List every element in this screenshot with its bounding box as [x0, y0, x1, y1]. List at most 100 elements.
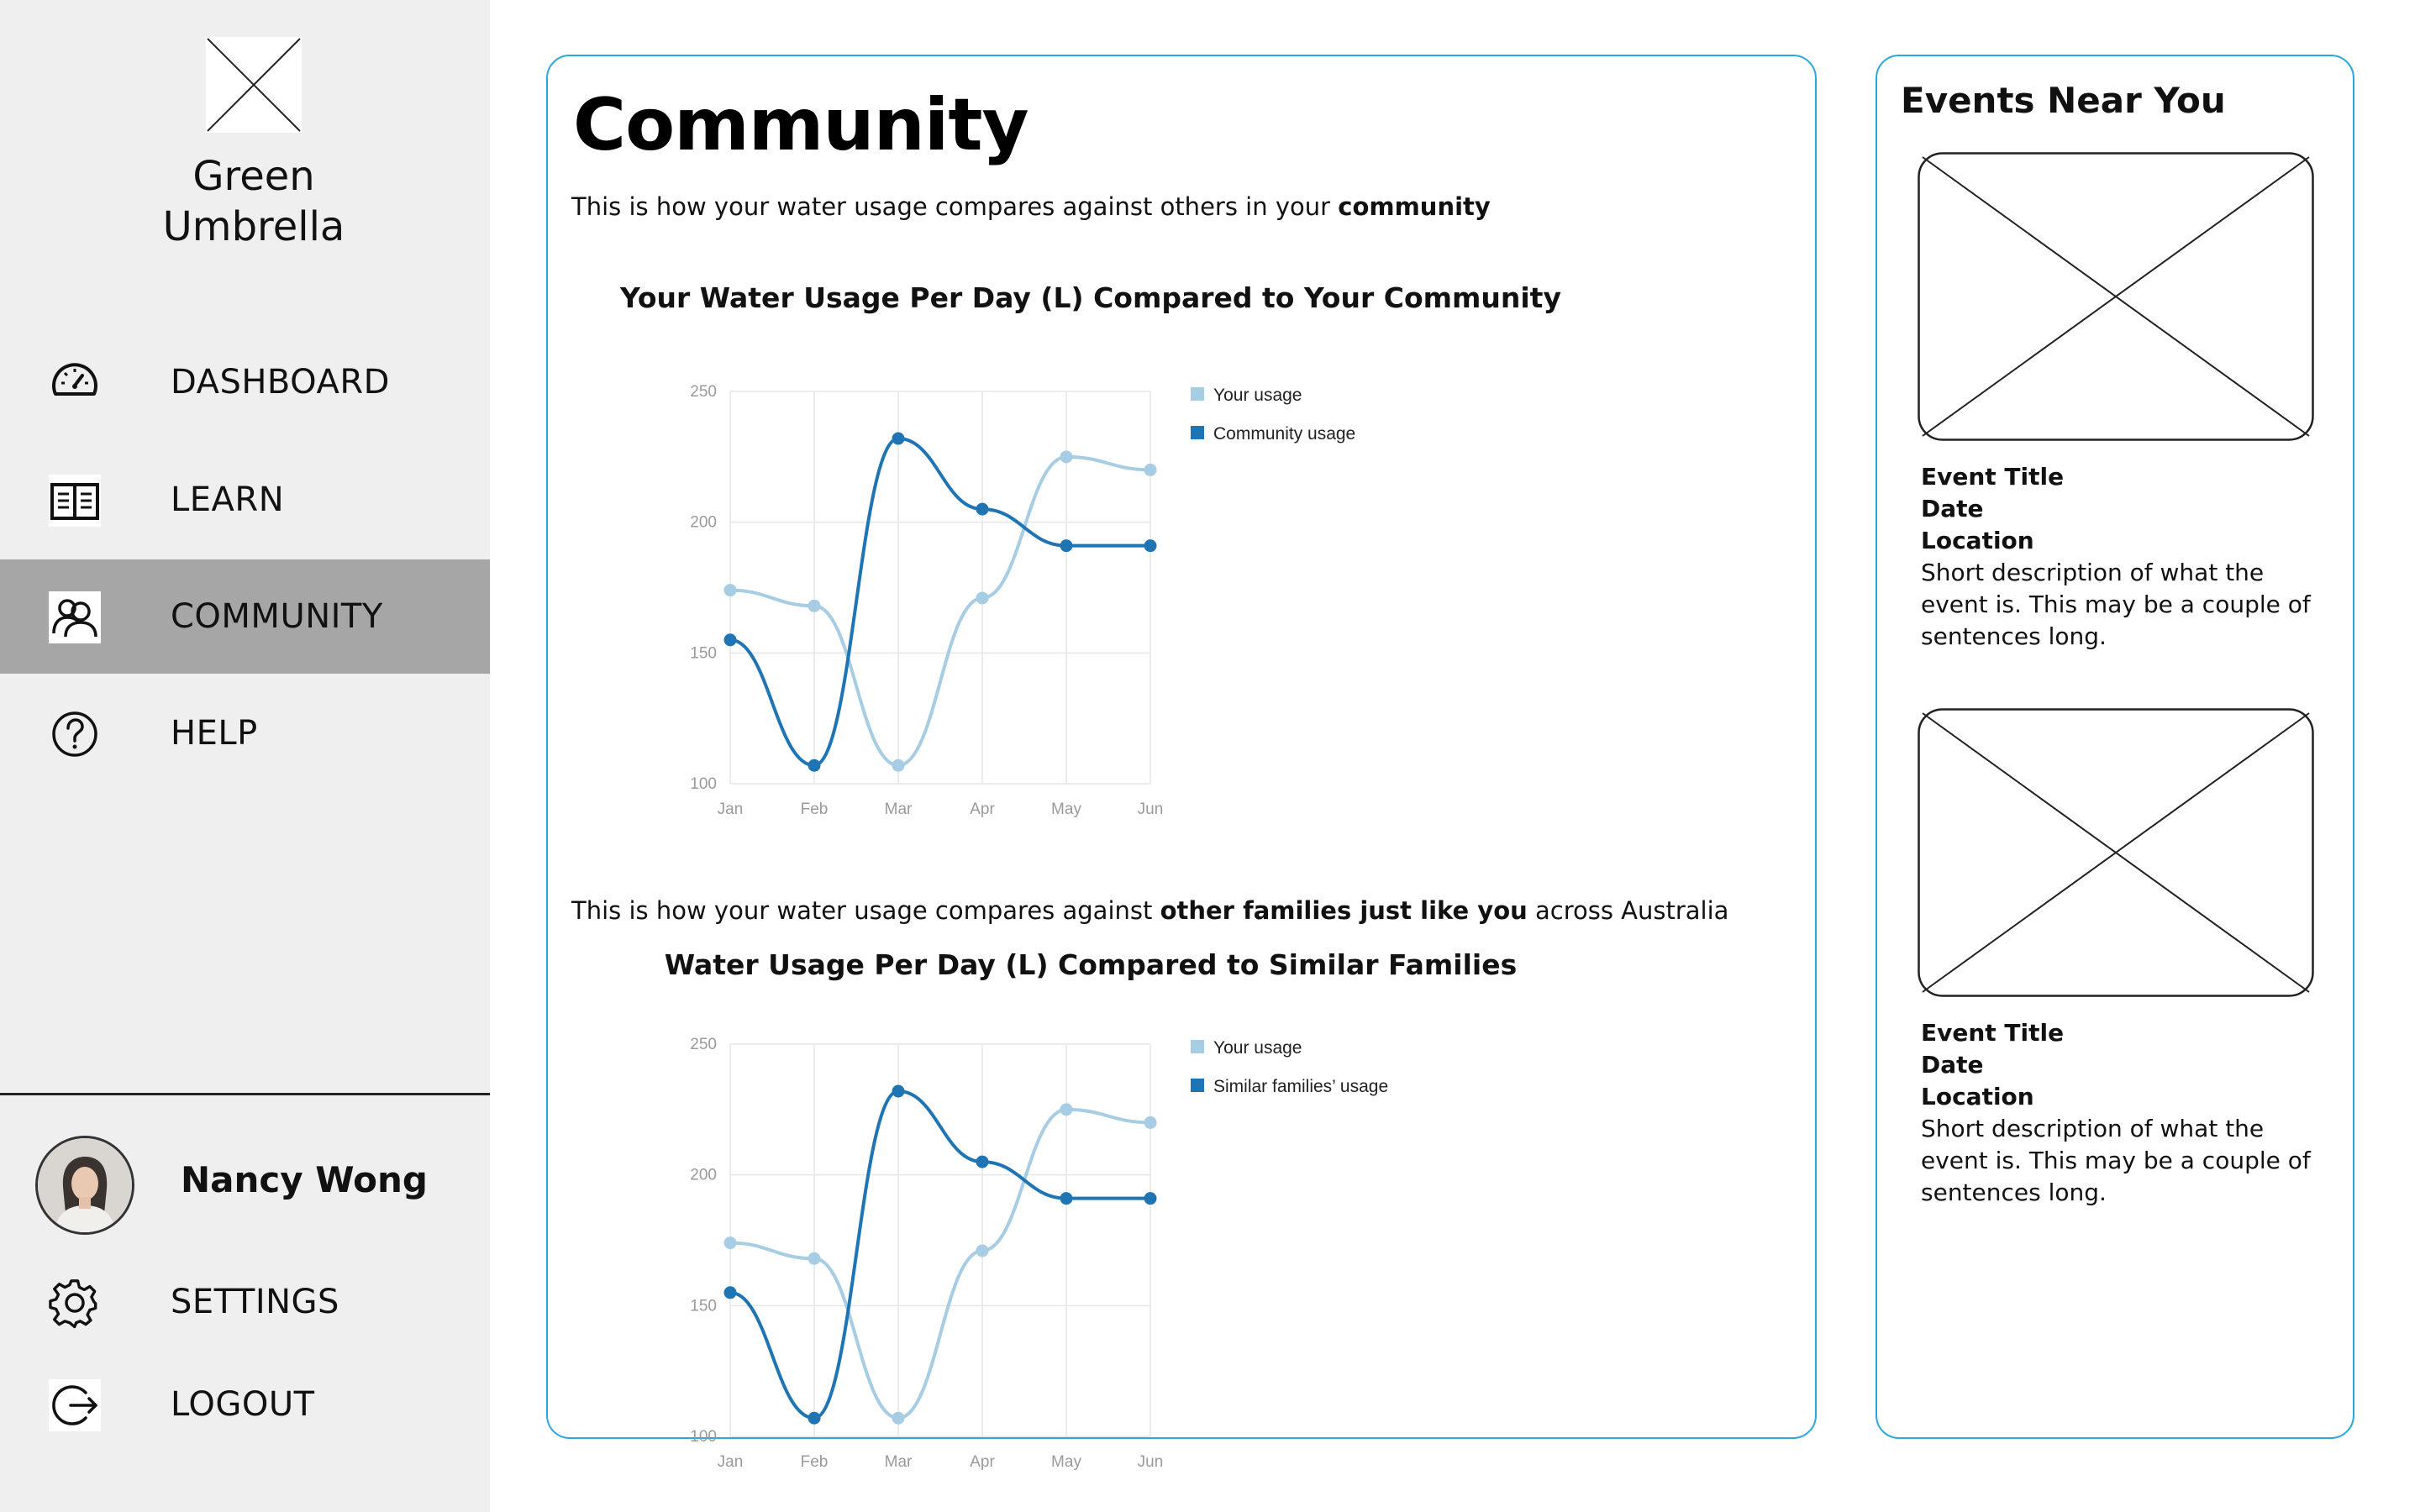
legend-label: Similar families’ usage: [1213, 1077, 1388, 1096]
event-description: Short description of what the event is. …: [1921, 1115, 2311, 1206]
data-point[interactable]: [808, 1252, 821, 1265]
y-tick-label: 250: [690, 1036, 717, 1053]
x-tick-label: Apr: [970, 1453, 995, 1471]
y-tick-label: 200: [690, 1167, 717, 1184]
data-point[interactable]: [1144, 1116, 1157, 1129]
community-panel: Community This is how your water usage c…: [546, 55, 1817, 1471]
data-point[interactable]: [723, 1286, 737, 1299]
sidebar-divider: [0, 1093, 490, 1095]
y-tick-label: 100: [690, 775, 717, 793]
y-tick-label: 100: [690, 1428, 717, 1446]
x-tick-label: Apr: [970, 801, 995, 818]
y-tick-label: 150: [690, 1297, 717, 1315]
data-point[interactable]: [976, 1155, 989, 1168]
x-tick-label: Jun: [1138, 1453, 1164, 1471]
nav-label: COMMUNITY: [171, 597, 383, 636]
nav-item-dashboard[interactable]: DASHBOARD: [0, 325, 490, 439]
x-tick-label: Feb: [801, 801, 829, 818]
question-icon: [49, 708, 101, 760]
nav-label: HELP: [171, 714, 258, 753]
data-point[interactable]: [1060, 1192, 1073, 1205]
logout-icon: [49, 1379, 101, 1431]
event-location: Location: [1921, 1083, 2034, 1110]
x-tick-label: Jan: [718, 1453, 744, 1471]
brand-name: Green Umbrella: [162, 153, 345, 250]
events-panel: Events Near You Event Title Date Locatio…: [1876, 55, 2354, 1439]
event-image-placeholder[interactable]: [1918, 708, 2314, 997]
event-title: Event Title: [1921, 1019, 2065, 1047]
nav-label: SETTINGS: [171, 1283, 339, 1321]
y-tick-label: 200: [690, 514, 717, 532]
data-point[interactable]: [808, 1411, 821, 1425]
nav-item-settings[interactable]: SETTINGS: [0, 1245, 490, 1359]
nav-item-learn[interactable]: LEARN: [0, 443, 490, 557]
data-point[interactable]: [723, 1236, 737, 1250]
legend-swatch: [1191, 1079, 1204, 1092]
x-tick-label: Jan: [718, 801, 744, 818]
event-image-placeholder[interactable]: [1918, 152, 2314, 441]
data-point[interactable]: [892, 432, 905, 445]
event-date: Date: [1921, 1051, 1984, 1079]
data-point[interactable]: [1144, 1192, 1157, 1205]
nav-item-community[interactable]: COMMUNITY: [0, 559, 490, 674]
data-point[interactable]: [892, 759, 905, 772]
data-point[interactable]: [1144, 463, 1157, 476]
series-line: [729, 1089, 1150, 1420]
people-icon: [49, 591, 101, 643]
x-tick-label: Mar: [885, 1453, 913, 1471]
event-title: Event Title: [1921, 463, 2065, 491]
page-title: Community: [573, 83, 1029, 167]
legend-swatch: [1191, 426, 1204, 439]
x-tick-label: Jun: [1138, 801, 1164, 818]
x-tick-label: Feb: [801, 1453, 829, 1471]
event-date: Date: [1921, 495, 1984, 522]
nav-label: LEARN: [171, 480, 285, 519]
legend-label: Community usage: [1213, 424, 1355, 444]
data-point[interactable]: [1060, 539, 1073, 553]
x-tick-label: May: [1051, 801, 1081, 818]
logo-placeholder-icon: [206, 37, 302, 133]
user-name: Nancy Wong: [181, 1159, 428, 1200]
event-card[interactable]: Event Title Date Location Short descript…: [1921, 1017, 2324, 1209]
intro-community: This is how your water usage compares ag…: [571, 192, 1491, 221]
data-point[interactable]: [723, 584, 737, 597]
event-description: Short description of what the event is. …: [1921, 559, 2311, 650]
data-point[interactable]: [892, 1084, 905, 1098]
sidebar: Green Umbrella DASHBOARD: [0, 0, 490, 1512]
avatar[interactable]: [35, 1136, 134, 1235]
events-title: Events Near You: [1901, 80, 2226, 121]
data-point[interactable]: [808, 759, 821, 772]
data-point[interactable]: [1060, 450, 1073, 464]
event-card[interactable]: Event Title Date Location Short descript…: [1921, 461, 2324, 653]
nav-item-help[interactable]: HELP: [0, 676, 490, 790]
event-location: Location: [1921, 527, 2034, 554]
nav-item-logout[interactable]: LOGOUT: [0, 1347, 490, 1462]
nav-label: LOGOUT: [171, 1385, 315, 1424]
series-line: [729, 1107, 1151, 1420]
data-point[interactable]: [976, 591, 989, 605]
series-line: [729, 454, 1151, 768]
data-point[interactable]: [976, 502, 989, 516]
legend-label: Your usage: [1213, 1038, 1302, 1058]
x-tick-label: Mar: [885, 801, 913, 818]
y-tick-label: 150: [690, 644, 717, 662]
legend-label: Your usage: [1213, 386, 1302, 405]
data-point[interactable]: [976, 1244, 989, 1257]
data-point[interactable]: [892, 1411, 905, 1425]
data-point[interactable]: [723, 633, 737, 647]
nav-label: DASHBOARD: [171, 363, 390, 402]
intro-similar-families: This is how your water usage compares ag…: [571, 896, 1729, 925]
y-tick-label: 250: [690, 383, 717, 401]
series-line: [729, 437, 1150, 768]
legend-swatch: [1191, 1040, 1204, 1053]
data-point[interactable]: [808, 599, 821, 612]
book-icon: [49, 475, 101, 527]
legend-swatch: [1191, 387, 1204, 401]
data-point[interactable]: [1060, 1103, 1073, 1116]
speedometer-icon: [49, 357, 101, 409]
x-tick-label: May: [1051, 1453, 1081, 1471]
data-point[interactable]: [1144, 539, 1157, 553]
gear-icon: [49, 1277, 101, 1329]
